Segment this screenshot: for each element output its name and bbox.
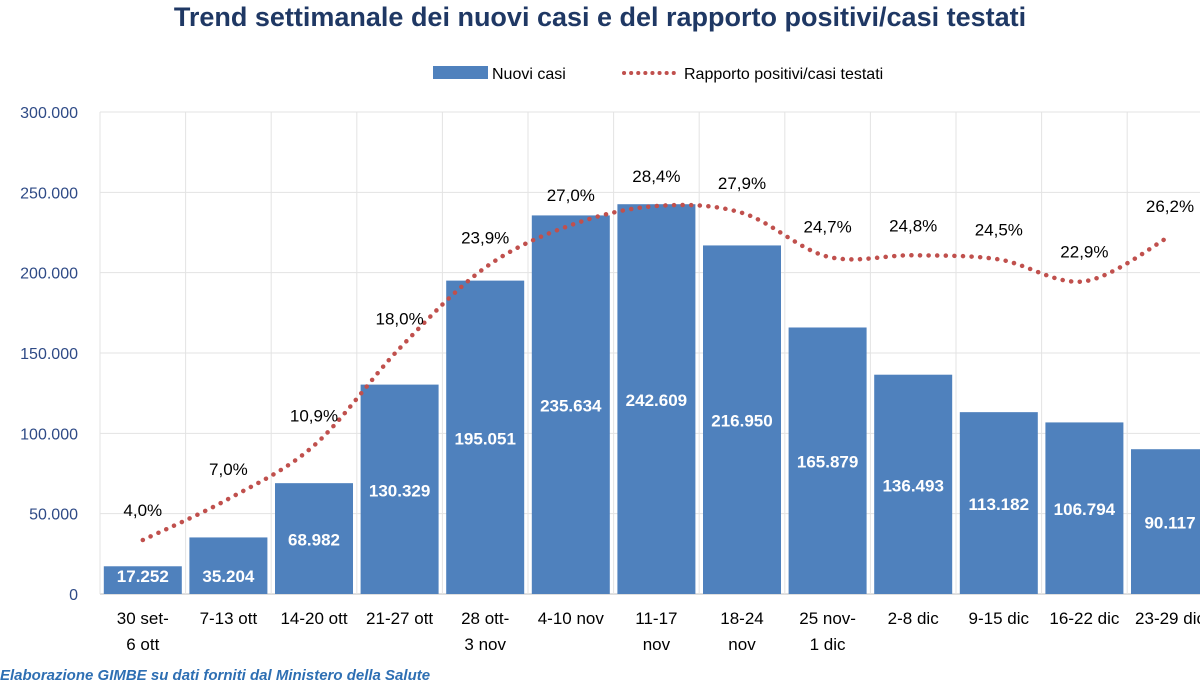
ratio-value-label: 27,9% bbox=[718, 174, 766, 193]
x-tick-label: 30 set-6 ott bbox=[117, 609, 169, 654]
bar-value-label: 242.609 bbox=[626, 391, 687, 410]
x-tick-label: 9-15 dic bbox=[969, 609, 1030, 628]
ratio-line bbox=[140, 202, 1173, 543]
x-tick-label: 18-24 nov bbox=[720, 609, 763, 654]
bar bbox=[617, 204, 696, 595]
x-tick-label: 2-8 dic bbox=[888, 609, 940, 628]
bar bbox=[446, 280, 525, 594]
x-tick-label: 11-17 nov bbox=[635, 609, 677, 654]
y-tick-label: 0 bbox=[69, 587, 78, 604]
x-tick-label: 16-22 dic bbox=[1049, 609, 1119, 628]
y-tick-label: 50.000 bbox=[29, 507, 78, 524]
ratio-labels: 4,0% 7,0% 10,9% 18,0% 23,9% 27,0% 28,4% 27,9% 24… bbox=[123, 167, 1194, 520]
bar-value-label: 216.950 bbox=[711, 412, 772, 431]
bar bbox=[360, 384, 439, 594]
y-tick-label: 250.000 bbox=[20, 185, 78, 202]
bar-series bbox=[103, 204, 1200, 595]
legend-label-line: Rapporto positivi/casi testati bbox=[684, 66, 883, 83]
bar bbox=[189, 537, 268, 594]
bar-value-label: 35.204 bbox=[202, 567, 255, 586]
bar bbox=[959, 412, 1038, 594]
bar bbox=[103, 566, 182, 594]
ratio-value-label: 7,0% bbox=[209, 460, 248, 479]
legend-swatch-bars bbox=[433, 66, 488, 79]
bar-value-label: 17.252 bbox=[117, 567, 169, 586]
ratio-value-label: 4,0% bbox=[123, 501, 162, 520]
y-tick-label: 200.000 bbox=[20, 266, 78, 283]
bar bbox=[874, 374, 953, 594]
x-tick-label: 4-10 nov bbox=[538, 609, 605, 628]
ratio-value-label: 26,2% bbox=[1146, 197, 1194, 216]
ratio-value-label: 27,0% bbox=[547, 186, 595, 205]
ratio-value-label: 23,9% bbox=[461, 229, 509, 248]
ratio-value-label: 28,4% bbox=[632, 167, 680, 186]
ratio-value-label: 18,0% bbox=[375, 309, 423, 328]
y-axis-ticks: 0 50.000 100.000 150.000 200.000 250.000 300.0… bbox=[20, 105, 78, 604]
x-tick-label: 14-20 ott bbox=[280, 609, 347, 628]
bar-value-label: 68.982 bbox=[288, 531, 340, 550]
ratio-value-label: 10,9% bbox=[290, 407, 338, 426]
ratio-value-label: 24,5% bbox=[975, 220, 1023, 239]
bar bbox=[275, 483, 353, 594]
bar-value-label: 130.329 bbox=[369, 481, 430, 500]
x-tick-label: 28 ott-3 nov bbox=[461, 609, 509, 654]
source-note: Elaborazione GIMBE su dati forniti dal M… bbox=[0, 667, 431, 684]
y-tick-label: 300.000 bbox=[20, 105, 78, 122]
y-tick-label: 150.000 bbox=[20, 346, 78, 363]
bar-value-label: 106.794 bbox=[1054, 500, 1116, 519]
bar-value-label: 235.634 bbox=[540, 397, 602, 416]
chart-title: Trend settimanale dei nuovi casi e del r… bbox=[173, 2, 1027, 32]
x-tick-label: 23-29 dic bbox=[1135, 609, 1200, 628]
bar-value-label: 113.182 bbox=[969, 495, 1030, 514]
legend-label-bars: Nuovi casi bbox=[492, 66, 566, 83]
bar bbox=[703, 245, 781, 595]
ratio-value-label: 24,7% bbox=[803, 218, 851, 237]
x-tick-label: 21-27 ott bbox=[366, 609, 433, 628]
bar bbox=[1045, 422, 1124, 594]
bar-value-label: 165.879 bbox=[797, 453, 858, 472]
y-tick-label: 100.000 bbox=[20, 426, 78, 443]
x-tick-label: 25 nov-1 dic bbox=[799, 609, 856, 654]
bar bbox=[531, 215, 610, 594]
legend: Nuovi casi Rapporto positivi/casi testat… bbox=[433, 66, 883, 83]
bar bbox=[1131, 449, 1200, 594]
x-tick-label: 7-13 ott bbox=[200, 609, 258, 628]
ratio-value-label: 22,9% bbox=[1060, 242, 1108, 261]
x-axis-ticks: 30 set-6 ott 7-13 ott 14-20 ott 21-27 ott 28… bbox=[117, 609, 1200, 654]
bar-value-label: 136.493 bbox=[882, 476, 943, 495]
bar bbox=[788, 327, 867, 594]
bar-value-label: 90.117 bbox=[1144, 514, 1195, 533]
ratio-value-label: 24,8% bbox=[889, 216, 937, 235]
bar-labels: 17.252 35.204 68.982 130.329 195.051 235.634 2… bbox=[117, 391, 1196, 586]
bar-value-label: 195.051 bbox=[454, 429, 515, 448]
